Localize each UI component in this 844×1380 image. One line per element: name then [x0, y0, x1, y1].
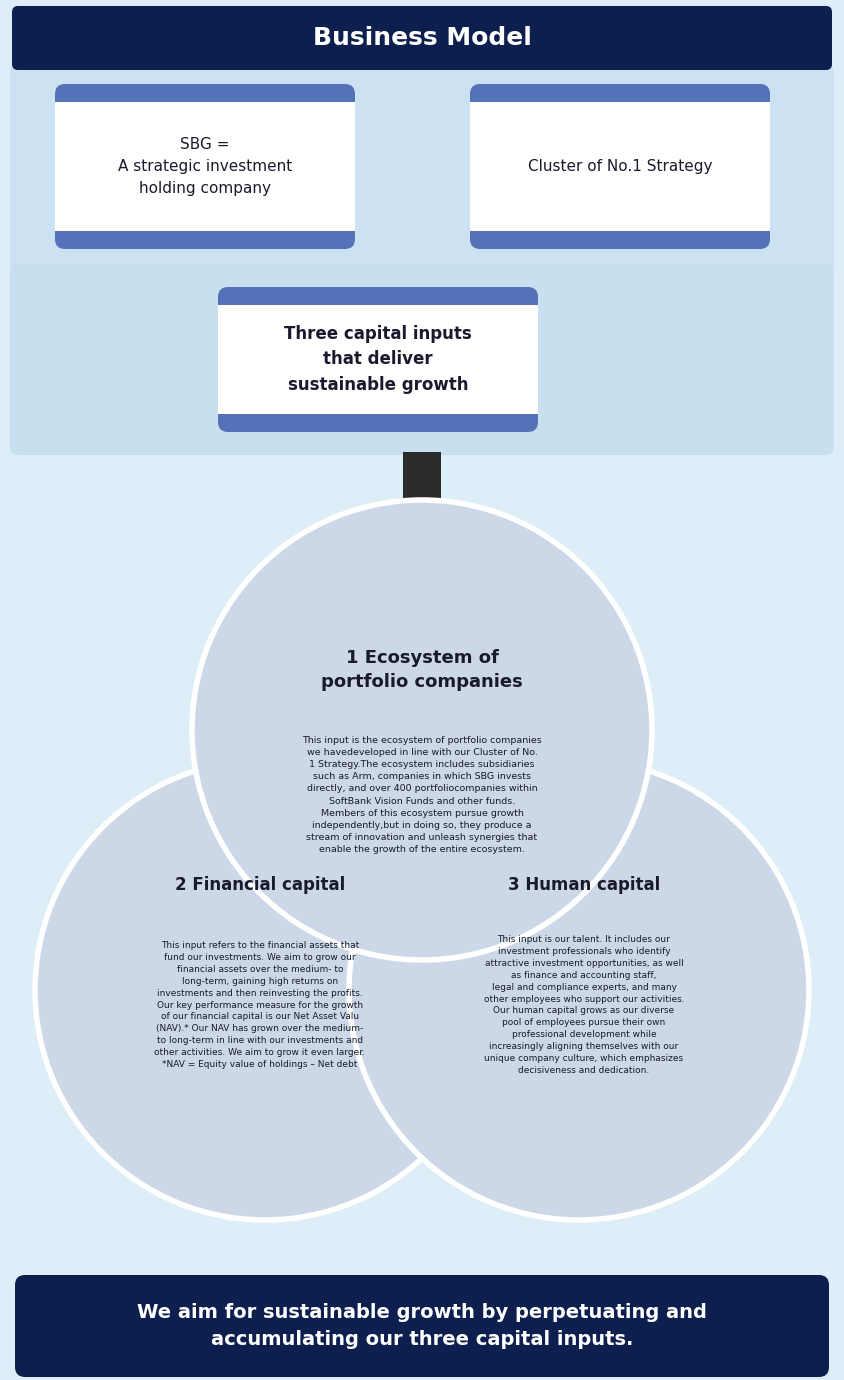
FancyBboxPatch shape [218, 287, 538, 432]
Ellipse shape [192, 500, 652, 960]
FancyBboxPatch shape [55, 102, 355, 230]
Ellipse shape [349, 760, 809, 1220]
Polygon shape [378, 515, 466, 567]
Text: 2 Financial capital: 2 Financial capital [175, 876, 345, 894]
Text: 3 Human capital: 3 Human capital [508, 876, 660, 894]
FancyBboxPatch shape [55, 84, 355, 248]
Text: This input is our talent. It includes our
investment professionals who identify
: This input is our talent. It includes ou… [484, 934, 684, 1075]
FancyBboxPatch shape [470, 102, 770, 230]
Text: Three capital inputs
that deliver
sustainable growth: Three capital inputs that deliver sustai… [284, 324, 472, 395]
Text: We aim for sustainable growth by perpetuating and
accumulating our three capital: We aim for sustainable growth by perpetu… [137, 1303, 707, 1348]
Polygon shape [403, 453, 441, 515]
Text: Business Model: Business Model [312, 26, 532, 50]
FancyBboxPatch shape [470, 84, 770, 248]
FancyBboxPatch shape [15, 1275, 829, 1377]
Text: SBG =
A strategic investment
holding company: SBG = A strategic investment holding com… [118, 138, 292, 196]
FancyBboxPatch shape [10, 63, 834, 275]
Text: This input refers to the financial assets that
fund our investments. We aim to g: This input refers to the financial asset… [154, 941, 365, 1070]
Text: 1 Ecosystem of
portfolio companies: 1 Ecosystem of portfolio companies [321, 649, 523, 691]
FancyBboxPatch shape [10, 264, 834, 455]
Text: Cluster of No.1 Strategy: Cluster of No.1 Strategy [528, 159, 712, 174]
Ellipse shape [35, 760, 495, 1220]
FancyBboxPatch shape [12, 6, 832, 70]
Text: This input is the ecosystem of portfolio companies
we havedeveloped in line with: This input is the ecosystem of portfolio… [302, 736, 542, 854]
FancyBboxPatch shape [218, 305, 538, 414]
